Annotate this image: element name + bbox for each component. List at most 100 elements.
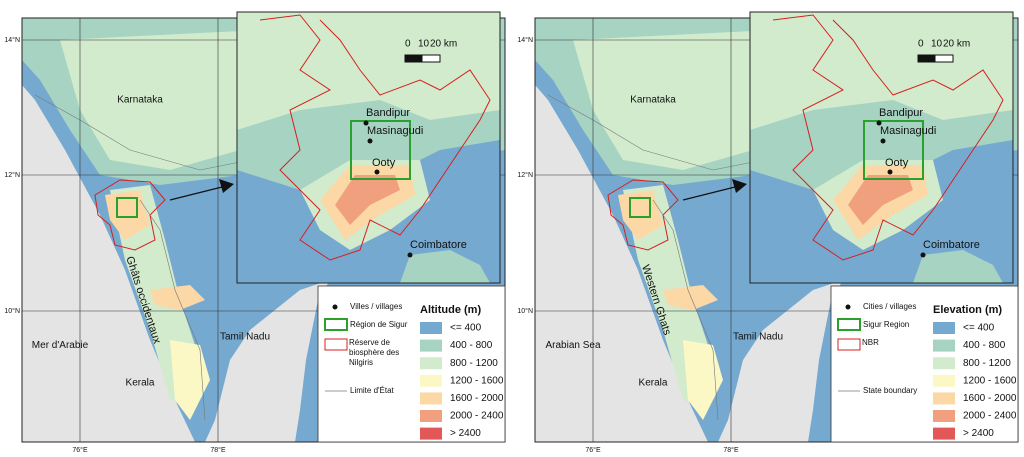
town-label: Bandipur [879, 107, 923, 119]
lat-label: 12°N [517, 171, 533, 179]
town-label: Masinagudi [880, 125, 936, 137]
legend-item: Limite d'État [350, 386, 395, 395]
legend-class: 800 - 1200 [450, 358, 498, 369]
inset-frame [749, 11, 1014, 284]
legend-class: > 2400 [963, 428, 994, 439]
lat-label: 12°N [4, 171, 20, 179]
legend-class: 400 - 800 [963, 340, 1006, 351]
inset-low-ridge [400, 250, 490, 283]
legend-swatch [933, 427, 955, 440]
south-hills [170, 340, 210, 420]
scale-label: 10 [931, 39, 943, 50]
legend-class: > 2400 [450, 428, 481, 439]
town-label: Masinagudi [367, 125, 423, 137]
legend-class: 2000 - 2400 [450, 411, 504, 422]
legend-box [317, 285, 506, 443]
legend-item: Cities / villages [863, 302, 916, 311]
sea-label-box: Mer d'Arabie [32, 340, 88, 351]
inset-peak [335, 175, 400, 225]
scale-bar [934, 54, 954, 63]
town-label: Bandipur [366, 107, 410, 119]
town-dot [876, 120, 882, 126]
legend-swatch [933, 410, 955, 422]
legend-class: 1600 - 2000 [963, 393, 1017, 404]
lon-label: 78°E [723, 446, 739, 454]
legend-class: 2000 - 2400 [963, 411, 1017, 422]
legend-item: Région de Sigur [350, 320, 408, 329]
lat-label: 14°N [4, 36, 20, 44]
lat-label: 14°N [517, 36, 533, 44]
legend-item: Sigur Region [863, 320, 909, 329]
legend-swatch [933, 357, 955, 370]
lon-label: 76°E [585, 446, 601, 454]
legend-item: NBR [862, 338, 879, 347]
sigur-box [863, 120, 924, 180]
legend-item-box: Réserve de biosphère des Nilgiris [349, 338, 400, 367]
inset-high [237, 12, 500, 130]
legend-swatch [933, 374, 955, 387]
legend-nbr [324, 338, 348, 351]
place-label: Karnataka [117, 95, 163, 106]
town-label: Coimbatore [923, 239, 980, 251]
legend-swatch [420, 374, 442, 387]
place-label: Kerala [639, 378, 668, 389]
state-boundary [139, 199, 206, 421]
lon-label: 78°E [210, 446, 226, 454]
anaimalai [150, 285, 205, 310]
scale-label: 20 km [430, 39, 457, 50]
sigur-box [350, 120, 411, 180]
nbr-outline [94, 179, 166, 251]
legend-class: 400 - 800 [450, 340, 493, 351]
legend-class: 1200 - 1600 [963, 375, 1017, 386]
map-panel: 14°N 12°N 10°N 76°E 78°E Karnataka Kerala Tamil… [4, 11, 506, 454]
lat-label: 10°N [517, 307, 533, 315]
town-dot [880, 138, 886, 144]
lat-label: 10°N [4, 307, 20, 315]
legend-class: <= 400 [963, 323, 995, 334]
legend-dot [332, 304, 338, 310]
scale-label: 0 [405, 39, 411, 50]
town-dot [367, 138, 373, 144]
legend-item: Villes / villages [350, 302, 402, 311]
legend-nbr [837, 338, 861, 351]
town-label: Ooty [885, 157, 909, 169]
legend-title: Altitude (m) [420, 304, 481, 316]
town-dot [363, 120, 369, 126]
legend-swatch [420, 427, 442, 440]
legend-swatch [933, 339, 955, 352]
lon-label: 76°E [72, 446, 88, 454]
legend-class: 800 - 1200 [963, 358, 1011, 369]
town-dot [920, 252, 926, 258]
south-hills [683, 340, 723, 420]
scale-bar [421, 54, 441, 63]
legend-swatch [420, 357, 442, 370]
inset-peak [848, 175, 913, 225]
sigur-box [116, 197, 138, 218]
sea-label: Arabian Sea [545, 340, 601, 351]
legend-swatch [933, 392, 955, 405]
arrow-head [219, 179, 234, 193]
legend-sigur [324, 318, 348, 331]
town-label: Coimbatore [410, 239, 467, 251]
legend-sigur [837, 318, 861, 331]
inset-map [750, 12, 1013, 283]
arrow [682, 186, 736, 201]
legend-class: <= 400 [450, 323, 482, 334]
legend-swatch [420, 339, 442, 352]
inset-high [750, 12, 1013, 130]
scale-bar [404, 54, 423, 63]
legend-title: Elevation (m) [933, 304, 1002, 316]
legend-class: 1200 - 1600 [450, 375, 504, 386]
place-label: Tamil Nadu [733, 332, 783, 343]
town-dot [407, 252, 413, 258]
anaimalai [663, 285, 718, 310]
scale-bar [917, 54, 936, 63]
legend-swatch [933, 322, 955, 334]
state-boundary [652, 199, 719, 421]
legend-swatch [420, 322, 442, 334]
nbr-outline [772, 14, 1004, 261]
legend-item: Réserve de biosphère des Nilgiris [349, 338, 400, 367]
town-label: Ooty [372, 157, 396, 169]
inset-low-ridge [913, 250, 1003, 283]
